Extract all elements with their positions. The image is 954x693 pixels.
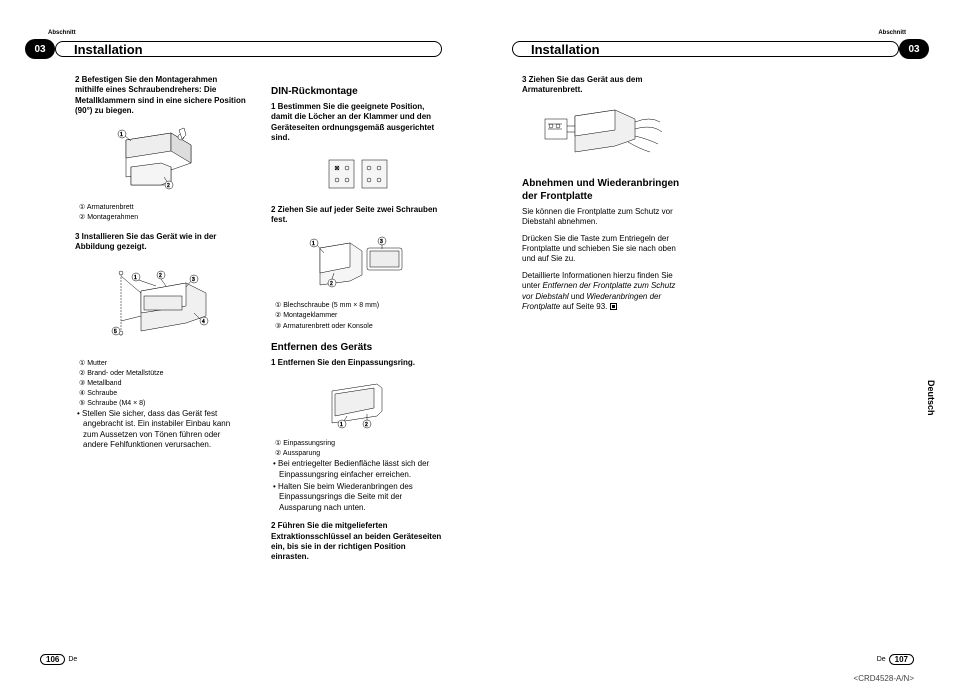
svg-text:2: 2 [159, 273, 162, 279]
svg-text:1: 1 [340, 422, 343, 428]
step3-text: 3 Installieren Sie das Gerät wie in der … [75, 232, 246, 253]
bullet-secure: • Stellen Sie sicher, dass das Gerät fes… [83, 409, 246, 451]
left-col1: 2 Befestigen Sie den Montagerahmen mithi… [75, 75, 246, 569]
lang-code-right: De [877, 656, 886, 663]
svg-text:3: 3 [192, 277, 195, 283]
front-p3: Detaillierte Informationen hierzu finden… [522, 271, 688, 313]
legend3-5: ⑤ Schraube (M4 × 8) [79, 399, 246, 408]
ent-step1: 1 Entfernen Sie den Einpassungsring. [271, 358, 442, 368]
section-badge-left: 03 [25, 39, 55, 59]
page-num-right: 107 [889, 654, 914, 665]
ent-step2: 2 Führen Sie die mitgelieferten Extrakti… [271, 521, 442, 563]
side-language: Deutsch [926, 380, 936, 416]
footer-right: De 107 [877, 654, 914, 665]
svg-text:3: 3 [380, 239, 383, 245]
r-step3: 3 Ziehen Sie das Gerät aus dem Armaturen… [522, 75, 688, 96]
right-col2-empty [713, 75, 879, 318]
header-bar-right: Installation 03 [512, 38, 929, 60]
legend-1: ① Armaturenbrett [79, 203, 246, 212]
ent-b2: • Halten Sie beim Wiederanbringen des Ei… [279, 482, 442, 513]
ent-b1: • Bei entriegelter Bedienfläche lässt si… [279, 459, 442, 480]
diagram-din-holes [317, 152, 397, 197]
left-col2: DIN-Rückmontage 1 Bestimmen Sie die geei… [271, 75, 442, 569]
svg-text:4: 4 [202, 319, 205, 325]
din-leg3: ③ Armaturenbrett oder Konsole [275, 322, 442, 331]
h-din: DIN-Rückmontage [271, 85, 442, 98]
din-leg1: ① Blechschraube (5 mm × 8 mm) [275, 301, 442, 310]
legend3-2: ② Brand- oder Metallstütze [79, 369, 246, 378]
step2-text: 2 Befestigen Sie den Montagerahmen mithi… [75, 75, 246, 117]
svg-text:1: 1 [134, 275, 137, 281]
abschnitt-label-right: Abschnitt [878, 30, 906, 36]
end-icon [610, 303, 617, 310]
diagram-install-unit: 1 2 3 4 5 [106, 261, 216, 351]
svg-text:5: 5 [114, 329, 117, 335]
legend3-4: ④ Schraube [79, 389, 246, 398]
right-col1: 3 Ziehen Sie das Gerät aus dem Armaturen… [522, 75, 688, 318]
abschnitt-label-left: Abschnitt [48, 30, 76, 36]
svg-text:1: 1 [120, 132, 123, 138]
svg-text:2: 2 [167, 183, 170, 189]
h-entfernen: Entfernen des Geräts [271, 341, 442, 354]
front-p2: Drücken Sie die Taste zum Entriegeln der… [522, 234, 688, 265]
svg-text:1: 1 [312, 241, 315, 247]
header-title-left: Installation [74, 42, 143, 57]
page-num-left: 106 [40, 654, 65, 665]
diagram-trim-ring: 1 2 [317, 376, 397, 431]
din-leg2: ② Montageklammer [275, 311, 442, 320]
content-right: 3 Ziehen Sie das Gerät aus dem Armaturen… [522, 75, 879, 318]
page-right: Abschnitt Installation 03 3 Ziehen Sie d… [477, 0, 954, 693]
document-number: <CRD4528-A/N> [854, 674, 914, 683]
legend3-3: ③ Metallband [79, 379, 246, 388]
legend-2: ② Montagerahmen [79, 213, 246, 222]
content-left: 2 Befestigen Sie den Montagerahmen mithi… [75, 75, 442, 569]
din-step1: 1 Bestimmen Sie die geeignete Position, … [271, 102, 442, 144]
page-container: Abschnitt 03 Installation 2 Befestigen S… [0, 0, 954, 693]
header-bar-left: 03 Installation [25, 38, 442, 60]
diagram-mounting-sleeve: 1 2 [106, 125, 216, 195]
svg-text:2: 2 [330, 281, 333, 287]
legend3-1: ① Mutter [79, 359, 246, 368]
header-pill-left: Installation [55, 41, 442, 57]
din-step2: 2 Ziehen Sie auf jeder Seite zwei Schrau… [271, 205, 442, 226]
diagram-din-screws: 1 2 3 [302, 233, 412, 293]
footer-left: 106 De [40, 654, 77, 665]
page-left: Abschnitt 03 Installation 2 Befestigen S… [0, 0, 477, 693]
header-pill-right: Installation [512, 41, 899, 57]
svg-text:2: 2 [365, 422, 368, 428]
front-p1: Sie können die Frontplatte zum Schutz vo… [522, 207, 688, 228]
h-frontplatte: Abnehmen und Wiederanbringen der Frontpl… [522, 177, 688, 203]
diagram-extract-unit [540, 104, 670, 159]
ent-leg2: ② Aussparung [275, 449, 442, 458]
lang-code-left: De [68, 656, 77, 663]
section-badge-right: 03 [899, 39, 929, 59]
ent-leg1: ① Einpassungsring [275, 439, 442, 448]
header-title-right: Installation [531, 42, 600, 57]
